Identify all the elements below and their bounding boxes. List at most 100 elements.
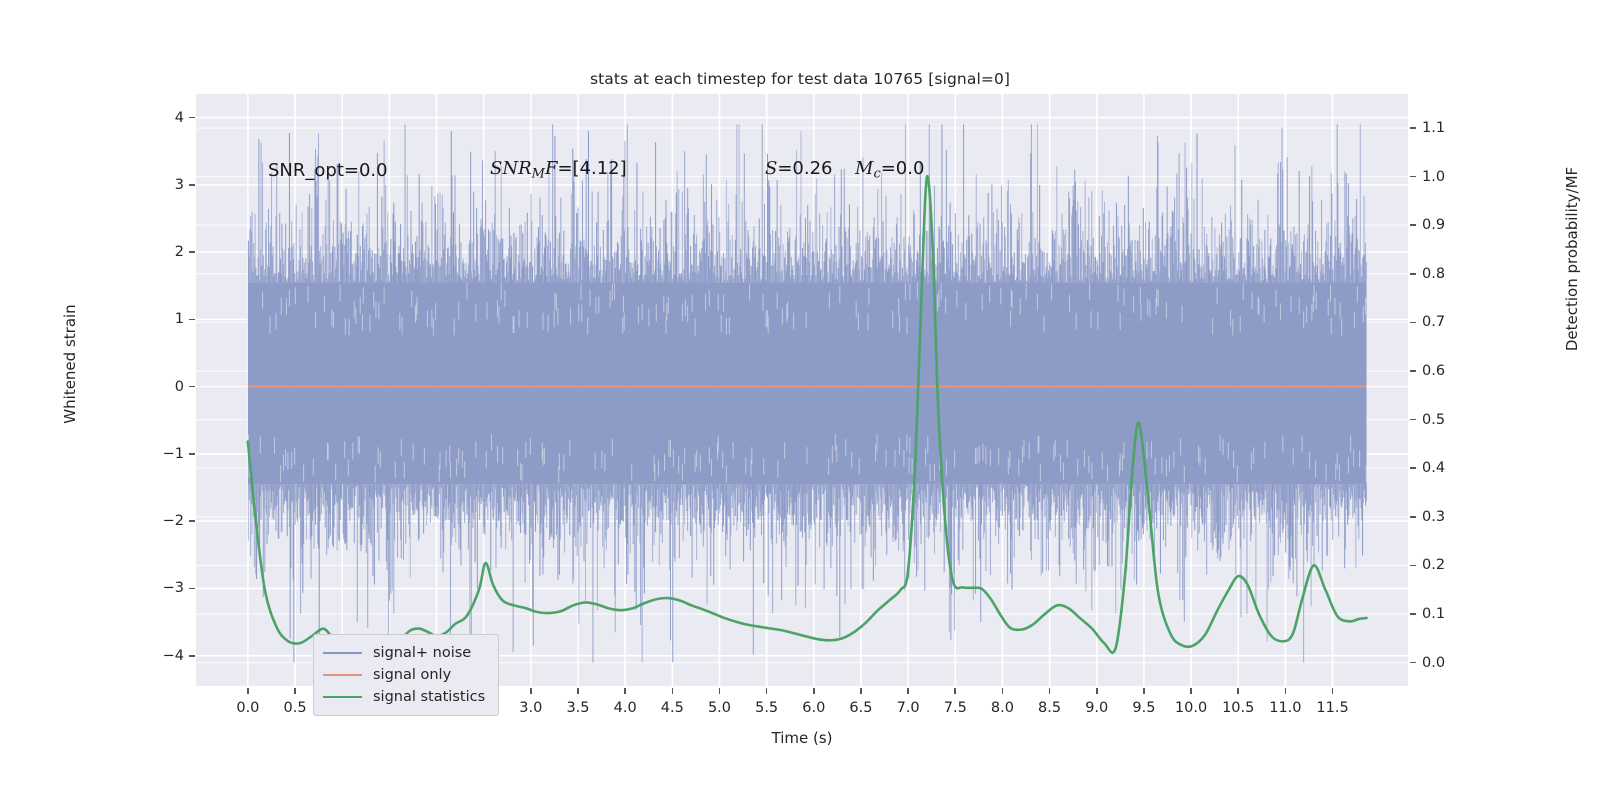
y-tick-label-right: 0.0 [1422,654,1446,671]
x-tick-label: 7.5 [943,700,967,716]
y-tick-mark-right [1410,418,1416,421]
y-tick-mark-left [189,385,195,388]
x-tick-label: 11.5 [1316,700,1349,716]
x-tick-mark [860,688,862,694]
x-tick-mark [1001,688,1004,694]
y-tick-mark-right [1410,661,1416,664]
x-tick-label: 4.0 [613,700,637,716]
x-tick-mark [671,688,674,694]
y-tick-mark-right [1410,175,1416,178]
y-tick-label-right: 0.6 [1422,363,1446,380]
legend-label: signal statistics [373,689,486,705]
y-tick-label-right: 1.1 [1422,120,1446,137]
x-tick-label: 4.5 [660,700,684,716]
chart-title: stats at each timestep for test data 107… [589,70,1011,88]
y-tick-mark-right [1410,127,1416,129]
legend-item: signal+ noise [323,642,485,664]
x-tick-label: 10.0 [1174,700,1208,716]
y-tick-mark-right [1410,516,1416,518]
y-tick-mark-left [189,184,195,186]
y-tick-label-right: 0.9 [1422,217,1446,234]
y-tick-label-right: 0.3 [1422,508,1446,525]
legend: signal+ noise signal only signal statistic… [313,634,500,716]
legend-label: signal only [373,667,452,683]
annotation-snr-mf-tail: F [544,158,558,179]
x-tick-mark [1048,688,1051,694]
legend-swatch [323,674,362,676]
y-tick-mark-left [189,251,195,253]
y-tick-label-left: −2 [162,513,184,530]
y-tick-mark-right [1410,224,1416,227]
x-tick-mark [812,688,815,694]
annotation-mc-value: =0.0 [880,158,925,179]
y-tick-label-left: 2 [174,244,184,261]
annotation-mc-subscript: c [873,166,881,182]
x-tick-mark [1331,688,1334,694]
annotation-snr-opt-label: SNR_opt= [268,160,359,181]
annotation-snr-mf-subscript: M [531,166,545,182]
y-tick-mark-right [1410,273,1416,275]
y-tick-mark-right [1410,564,1416,567]
x-tick-mark [624,688,626,694]
y-tick-mark-left [189,318,195,321]
signal-plus-noise-series [247,124,1367,663]
annotation-snr-opt-value: 0.0 [358,160,388,181]
x-axis-label: Time (s) [771,729,833,747]
x-tick-mark [718,688,721,694]
x-tick-mark [530,688,532,694]
legend-swatch [323,696,362,698]
x-tick-mark [294,688,296,694]
y-tick-mark-right [1410,321,1416,324]
y-tick-label-left: 1 [174,311,184,328]
y-tick-label-right: 0.4 [1422,460,1446,477]
annotation-s-stat: S=0.26 [765,158,833,179]
annotation-snr-mf: SNRMF=[4.12] [490,158,627,182]
legend-item: signal only [323,664,485,686]
x-tick-mark [765,688,768,694]
x-tick-mark [954,688,957,694]
x-tick-label: 3.0 [519,700,543,716]
x-tick-label: 6.5 [849,700,873,716]
y-tick-label-right: 0.5 [1422,411,1446,428]
annotation-s-base: S [765,158,778,179]
x-tick-mark [1095,688,1098,694]
y-tick-mark-left [189,116,195,119]
x-tick-label: 9.5 [1132,700,1156,716]
y-tick-mark-left [189,520,195,522]
y-tick-label-left: −1 [162,445,184,462]
plot-area [196,94,1408,686]
x-tick-label: 10.5 [1222,700,1255,716]
x-tick-mark [247,688,249,694]
y-tick-label-right: 0.2 [1422,557,1446,574]
y-tick-mark-left [189,587,195,590]
x-tick-mark [907,688,909,694]
annotation-s-value: =0.26 [777,158,833,179]
x-tick-mark [1190,688,1192,694]
y-tick-label-right: 0.8 [1422,265,1446,282]
plot-svg [196,94,1408,686]
y-tick-mark-left [189,453,195,455]
y-tick-mark-right [1410,467,1416,470]
x-tick-label: 6.0 [802,700,826,716]
y-axis-label-right: Detection probability/MF [1563,166,1581,352]
annotation-snr-mf-value: =[4.12] [557,158,627,179]
y-tick-label-left: 0 [174,378,184,395]
legend-label: signal+ noise [373,645,472,661]
x-tick-label: 8.5 [1038,700,1062,716]
legend-swatch [323,652,362,654]
y-tick-mark-left [189,654,195,657]
x-tick-label: 9.0 [1085,700,1109,716]
y-tick-label-left: 3 [174,176,184,193]
y-axis-label-left: Whitened strain [61,304,79,424]
x-tick-label: 7.0 [896,700,920,716]
y-tick-label-right: 0.1 [1422,606,1446,623]
annotation-mc-base: M [855,158,874,179]
y-tick-mark-right [1410,613,1416,615]
annotation-snr-opt: SNR_opt=0.0 [268,160,388,181]
y-tick-label-right: 0.7 [1422,314,1446,331]
x-tick-mark [1143,688,1145,694]
x-tick-label: 0.5 [283,700,307,716]
y-tick-label-right: 1.0 [1422,168,1446,185]
y-tick-label-left: 4 [174,109,184,126]
